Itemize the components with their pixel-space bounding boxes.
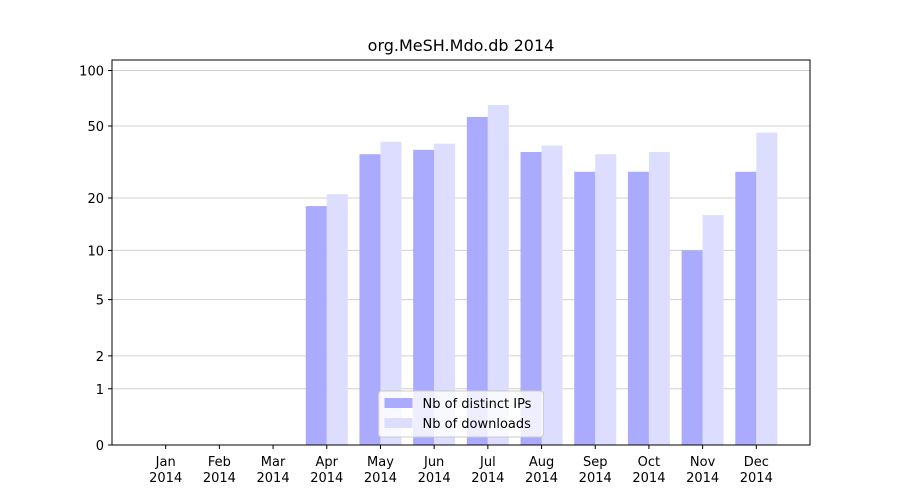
x-tick-label: Jun 2014: [418, 455, 451, 486]
legend-label: Nb of downloads: [423, 417, 532, 432]
bar: [681, 250, 703, 445]
chart-title: org.MeSH.Mdo.db 2014: [368, 36, 555, 55]
bar: [574, 171, 596, 445]
bar: [305, 206, 327, 445]
x-tick-label: Dec 2014: [740, 455, 773, 486]
x-tick-label: May 2014: [364, 455, 397, 486]
y-tick-label: 2: [96, 350, 104, 365]
legend-swatch: [384, 418, 413, 428]
bar: [487, 105, 509, 446]
x-tick-label: Oct 2014: [632, 455, 665, 486]
x-tick-label: Nov 2014: [686, 455, 719, 486]
y-tick-label: 10: [87, 244, 104, 259]
bar: [541, 145, 563, 446]
legend: Nb of distinct IPs Nb of downloads: [378, 390, 544, 438]
y-tick-label: 0: [96, 439, 104, 454]
bar: [359, 154, 381, 445]
y-tick-label: 20: [87, 192, 104, 207]
legend-swatch: [384, 398, 413, 408]
bar: [648, 152, 670, 445]
y-tick-label: 50: [87, 120, 104, 135]
bar: [326, 194, 348, 445]
bar: [702, 215, 724, 445]
bar: [595, 154, 617, 445]
x-tick-label: Apr 2014: [310, 455, 343, 486]
bar: [756, 132, 778, 445]
legend-label: Nb of distinct IPs: [423, 397, 532, 412]
bar: [413, 149, 435, 445]
x-tick-label: Aug 2014: [525, 455, 558, 486]
plot-frame: [111, 59, 811, 446]
x-tick-label: Mar 2014: [257, 455, 290, 486]
bar: [627, 171, 649, 445]
x-tick-label: Feb 2014: [203, 455, 236, 486]
legend-box: [378, 390, 544, 438]
y-tick-label: 5: [96, 294, 104, 309]
bar: [466, 116, 488, 446]
y-tick-label: 1: [96, 383, 104, 398]
bar: [380, 141, 402, 446]
bar: [520, 152, 542, 445]
x-tick-label: Jan 2014: [149, 455, 182, 486]
bar: [735, 171, 757, 445]
x-tick-label: Jul 2014: [471, 455, 504, 486]
bar: [434, 143, 456, 446]
y-tick-label: 100: [79, 65, 104, 80]
x-tick-label: Sep 2014: [579, 455, 612, 486]
